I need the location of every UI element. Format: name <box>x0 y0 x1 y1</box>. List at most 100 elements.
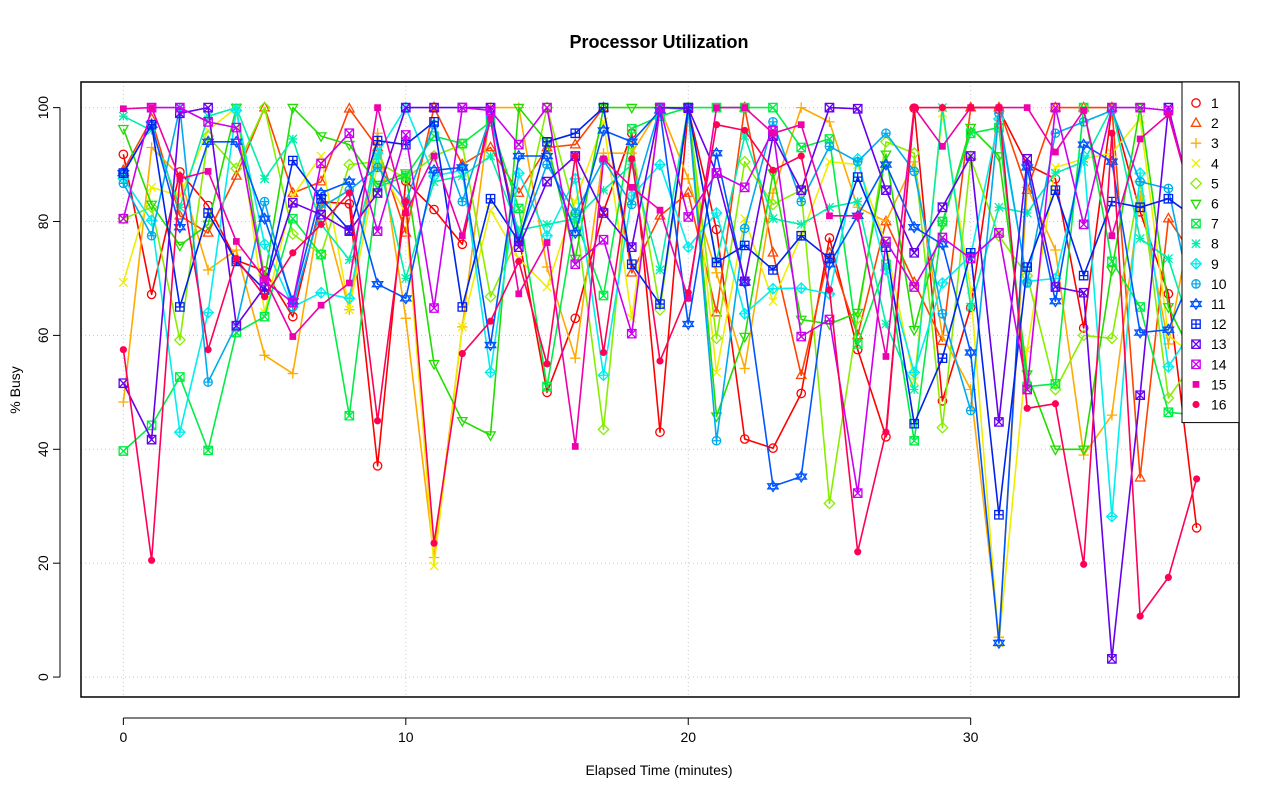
data-point <box>514 225 524 235</box>
data-point <box>402 198 410 206</box>
y-tick-label: 60 <box>35 327 51 343</box>
data-point <box>600 155 607 163</box>
series-line <box>123 106 1198 505</box>
data-point <box>1162 303 1175 314</box>
data-point <box>992 229 1006 242</box>
data-point <box>175 302 185 312</box>
data-point <box>1107 653 1117 664</box>
x-tick-label: 20 <box>680 729 696 745</box>
data-point <box>852 103 863 114</box>
data-point <box>909 282 920 292</box>
data-point <box>1107 148 1117 158</box>
legend-item-5: 5 <box>1189 175 1219 191</box>
data-point <box>1108 232 1116 240</box>
data-point <box>683 173 694 185</box>
data-point <box>542 102 552 113</box>
data-point <box>769 129 777 137</box>
data-point <box>118 378 129 389</box>
data-point <box>484 290 497 303</box>
data-point <box>429 102 439 113</box>
data-point <box>145 200 158 211</box>
data-point <box>937 396 948 406</box>
legend-label: 8 <box>1211 236 1219 252</box>
data-point <box>288 134 298 144</box>
data-point <box>625 103 638 115</box>
data-point <box>429 117 439 127</box>
legend-label: 11 <box>1211 296 1226 312</box>
data-point <box>569 138 582 149</box>
legend-item-14: 14 <box>1191 356 1227 372</box>
data-point <box>148 556 156 564</box>
data-point <box>117 212 130 225</box>
data-point <box>598 234 609 245</box>
data-point <box>881 185 891 196</box>
data-point <box>626 259 637 270</box>
data-point <box>540 101 554 114</box>
data-point <box>1135 202 1145 213</box>
data-point <box>597 369 610 382</box>
data-point <box>202 264 214 276</box>
data-point <box>455 161 469 174</box>
data-point <box>428 360 440 371</box>
data-point <box>938 104 947 112</box>
legend-label: 13 <box>1211 336 1227 352</box>
data-point <box>458 350 466 358</box>
legend-label: 15 <box>1211 376 1227 392</box>
data-point <box>910 104 918 112</box>
data-point <box>796 196 807 207</box>
data-point <box>825 286 834 294</box>
data-point <box>1106 266 1118 277</box>
data-point <box>655 299 665 309</box>
data-point <box>992 636 1006 650</box>
data-point <box>625 135 639 149</box>
data-point <box>146 434 157 445</box>
data-point <box>824 134 835 144</box>
data-point <box>655 427 665 438</box>
data-point <box>570 313 581 324</box>
data-point <box>1191 279 1201 289</box>
data-point <box>148 104 155 111</box>
data-point <box>456 416 469 428</box>
data-point <box>1107 102 1117 113</box>
data-point <box>965 151 976 161</box>
data-point <box>1023 404 1031 412</box>
data-point <box>1135 176 1146 187</box>
series-line <box>122 106 1198 479</box>
data-point <box>1080 560 1088 568</box>
data-point <box>1193 475 1201 483</box>
legend-item-15: 15 <box>1192 376 1227 392</box>
data-point <box>628 183 636 191</box>
data-point <box>232 238 240 245</box>
data-point <box>739 434 750 444</box>
data-point <box>768 443 778 454</box>
data-point <box>120 105 127 113</box>
data-point <box>937 353 948 364</box>
data-point <box>882 353 890 360</box>
data-point <box>1135 233 1145 244</box>
data-point <box>1077 138 1091 152</box>
data-point <box>542 136 552 147</box>
data-point <box>486 317 495 325</box>
data-point <box>767 246 779 257</box>
data-point <box>824 141 835 152</box>
data-point <box>570 259 581 270</box>
data-point <box>1022 154 1033 164</box>
data-point <box>513 139 524 150</box>
data-point <box>374 104 381 111</box>
series-16 <box>119 104 1201 620</box>
data-point <box>289 333 297 340</box>
data-point <box>768 265 778 275</box>
data-point <box>683 103 694 114</box>
data-point <box>908 366 921 379</box>
data-point <box>1050 185 1061 196</box>
data-point <box>1078 287 1089 298</box>
data-point <box>739 240 750 251</box>
data-point <box>881 236 891 247</box>
data-point <box>966 302 976 312</box>
data-point <box>372 188 383 198</box>
data-point <box>261 275 268 282</box>
data-point <box>852 488 863 498</box>
data-point <box>852 339 863 349</box>
data-point <box>879 135 893 148</box>
data-point <box>599 348 608 357</box>
